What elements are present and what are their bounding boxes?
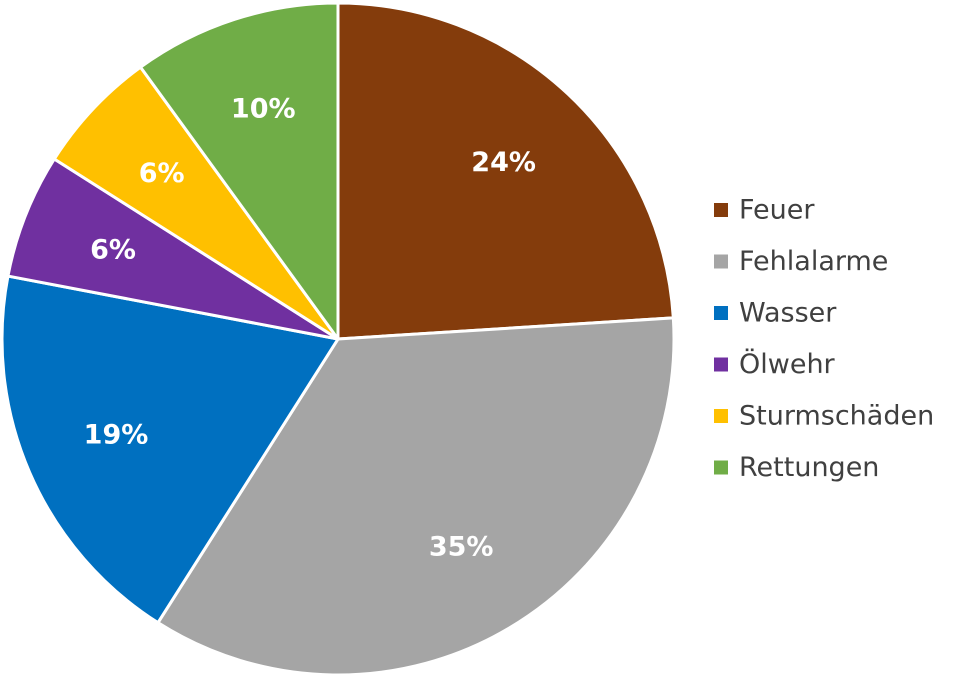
pie-data-labels: 24% 35% 19% 6% 6% 10% [84, 93, 536, 562]
legend-label-sturmschaeden: Sturmschäden [739, 401, 934, 432]
pie-slice-oelwehr [6, 157, 340, 341]
legend-label-fehlalarme: Fehlalarme [739, 246, 888, 277]
pie-slices [0, 1, 676, 677]
data-label-sturmschaeden: 6% [139, 158, 185, 189]
pie-slice-wasser [0, 274, 340, 625]
pie-slice-sturmschaeden [52, 65, 340, 341]
data-label-feuer: 24% [471, 147, 536, 178]
pie-slice-fehlalarme [156, 316, 676, 677]
legend-label-rettungen: Rettungen [739, 452, 879, 483]
legend-item-wasser: Wasser [714, 298, 837, 329]
legend-swatch-wasser [714, 306, 728, 320]
data-label-wasser: 19% [84, 420, 149, 451]
pie-slice-rettungen [139, 1, 340, 341]
legend-item-rettungen: Rettungen [714, 452, 879, 483]
legend-swatch-rettungen [714, 460, 728, 475]
legend-label-feuer: Feuer [739, 195, 815, 226]
data-label-fehlalarme: 35% [429, 532, 494, 563]
data-label-oelwehr: 6% [90, 234, 136, 265]
legend-item-oelwehr: Ölwehr [714, 348, 836, 380]
legend-swatch-fehlalarme [714, 254, 728, 269]
legend-swatch-feuer [714, 203, 728, 217]
legend-label-wasser: Wasser [739, 298, 837, 329]
legend-label-oelwehr: Ölwehr [739, 348, 836, 380]
pie-slice-feuer [336, 1, 675, 341]
legend-item-sturmschaeden: Sturmschäden [714, 401, 934, 432]
legend-swatch-oelwehr [714, 357, 728, 372]
legend-item-feuer: Feuer [714, 195, 815, 226]
legend-swatch-sturmschaeden [714, 409, 728, 423]
legend-item-fehlalarme: Fehlalarme [714, 246, 888, 277]
data-label-rettungen: 10% [231, 93, 296, 124]
legend: Feuer Fehlalarme Wasser Ölwehr Sturmschäden R… [714, 195, 934, 483]
